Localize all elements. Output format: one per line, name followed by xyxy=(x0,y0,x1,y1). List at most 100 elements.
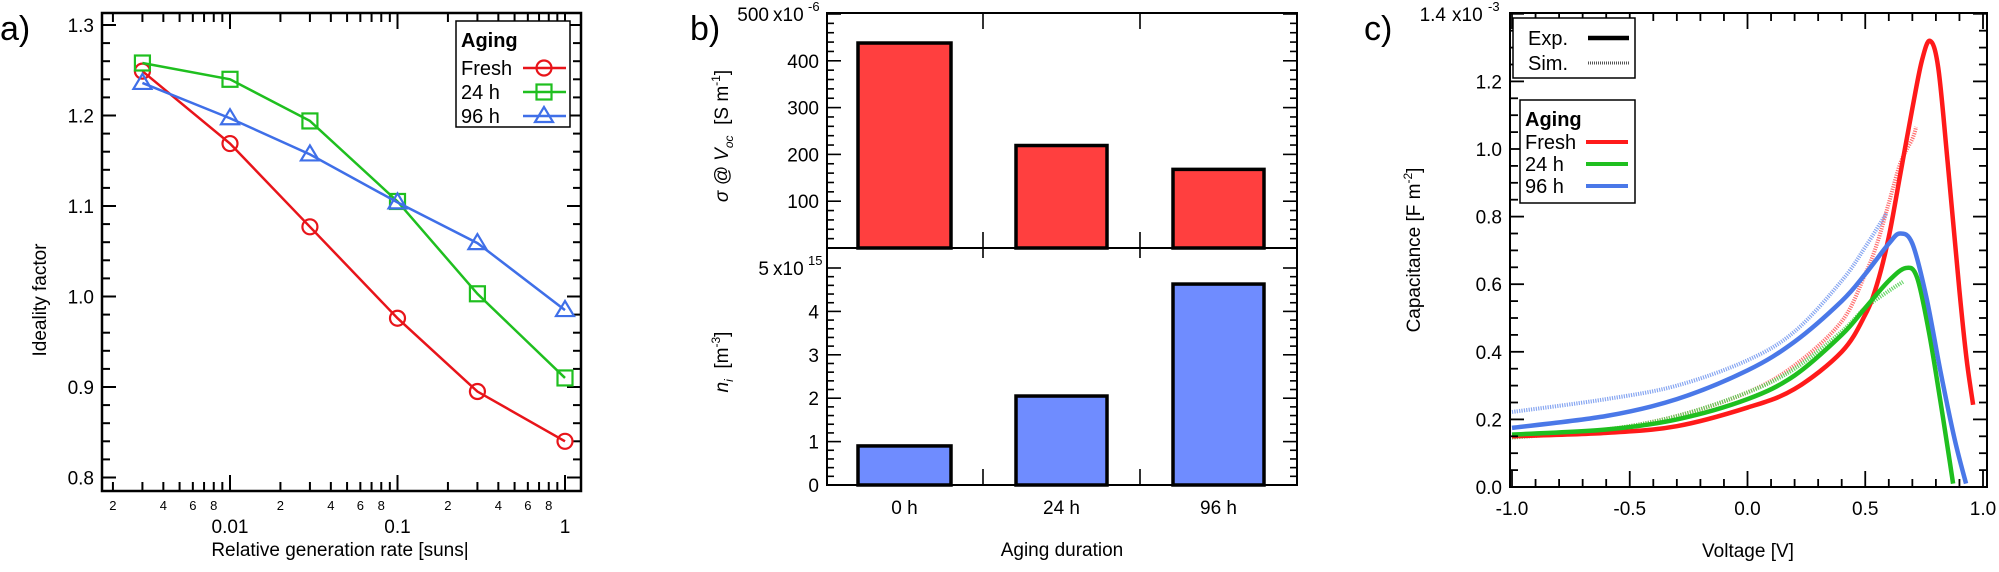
x-minor-tick-label: 2 xyxy=(444,498,451,513)
panel-b-xlabel: Aging duration xyxy=(1001,540,1124,561)
y-tick-label: 0.9 xyxy=(68,378,94,399)
curve-96-h-exp xyxy=(1511,231,1969,485)
y-tick-label: 300 xyxy=(787,99,819,120)
x-minor-tick-label: 8 xyxy=(545,498,552,513)
circle-marker xyxy=(388,309,407,327)
square-marker xyxy=(133,54,152,72)
ylabel-part: [S m xyxy=(712,86,733,136)
curve-96-h-sim xyxy=(1511,212,1889,414)
y-tick-label: 3 xyxy=(808,346,819,367)
y-tick-label: 4 xyxy=(808,302,819,323)
x-tick-label: -1.0 xyxy=(1496,499,1529,520)
bar-conductivity-96h xyxy=(1171,167,1266,250)
y-tick-label: 0.8 xyxy=(68,469,94,490)
triangle-marker xyxy=(131,71,154,91)
y-exponent-power: -6 xyxy=(808,0,820,14)
ylabel-text: Capacitance [F m xyxy=(1404,184,1425,333)
y-tick-label: 0.4 xyxy=(1476,343,1503,364)
panel-a-xlabel: Relative generation rate [suns| xyxy=(211,540,468,561)
x-tick-label: 1.0 xyxy=(1970,499,1996,520)
legend-label: Sim. xyxy=(1528,53,1568,75)
x-tick-label: 96 h xyxy=(1200,498,1237,519)
panel-c-style-legend: Exp. Sim. xyxy=(1512,17,1636,79)
square-marker xyxy=(556,369,574,387)
x-minor-tick-label: 6 xyxy=(357,498,364,513)
y-tick-label: 1.1 xyxy=(68,197,94,218)
y-exponent-label: x10 xyxy=(1452,5,1483,26)
bar-conductivity-24h xyxy=(1014,143,1109,250)
ylabel-sup: -2 xyxy=(1401,173,1415,184)
x-minor-tick-label: 2 xyxy=(277,498,284,513)
legend-label: 24 h xyxy=(1525,154,1564,176)
ylabel-part: n xyxy=(712,382,733,393)
x-tick-label: 0 h xyxy=(891,498,917,519)
curve-fresh-exp xyxy=(1511,38,1976,439)
legend-label: 96 h xyxy=(1525,176,1564,198)
panel-c-xlabel: Voltage [V] xyxy=(1702,541,1794,562)
ylabel-part: σ @ V xyxy=(712,146,733,202)
ylabel-part: ] xyxy=(712,70,733,75)
svg-text:Capacitance [F m-2]: Capacitance [F m-2] xyxy=(1401,168,1425,333)
circle-marker xyxy=(468,382,487,401)
series-line xyxy=(141,81,566,312)
circle-marker xyxy=(535,59,553,77)
x-minor-tick-label: 6 xyxy=(189,498,196,513)
triangle-marker xyxy=(554,298,576,318)
panel-c-ylabel: Capacitance [F m-2] xyxy=(1401,168,1425,333)
y-tick-label: 1.2 xyxy=(1476,72,1502,93)
y-tick-label: 0 xyxy=(808,476,819,497)
legend-label: 24 h xyxy=(461,82,500,104)
series-96-h xyxy=(131,71,576,318)
y-tick-label: 100 xyxy=(787,192,819,213)
y-exponent-label: x10 xyxy=(773,5,804,26)
y-tick-label: 400 xyxy=(787,52,819,73)
x-tick-label: 0.01 xyxy=(212,517,249,538)
triangle-marker xyxy=(533,104,555,124)
y-exponent-power: 15 xyxy=(808,253,822,268)
x-tick-label: 1 xyxy=(560,517,571,538)
ylabel-part: -1 xyxy=(709,75,723,86)
y-exponent-power: -3 xyxy=(1488,0,1500,14)
triangle-marker xyxy=(219,107,241,126)
svg-text:σ @ Voc [S m-1]: σ @ Voc [S m-1] xyxy=(709,70,736,202)
ylabel-part: i xyxy=(722,379,736,382)
x-minor-tick-label: 8 xyxy=(378,498,385,513)
y-tick-label: 1.3 xyxy=(68,16,94,37)
panel-a-frame xyxy=(100,11,583,493)
legend-label: Exp. xyxy=(1528,28,1568,50)
circle-marker xyxy=(301,218,319,236)
y-tick-label: 1 xyxy=(808,433,819,454)
panel-a: a) 0.80.91.01.11.21.32 4 6 8 2 4 6 8 2 4 6 80.01 0.1… xyxy=(0,10,583,561)
x-tick-label: 24 h xyxy=(1043,498,1080,519)
x-minor-tick-label: 2 xyxy=(109,498,116,513)
y-tick-label: 1.0 xyxy=(1476,140,1502,161)
x-minor-tick-label: 6 xyxy=(524,498,531,513)
y-tick-label: 500 xyxy=(737,5,769,26)
ylabel-part: [m xyxy=(712,348,733,380)
panel-b-label: b) xyxy=(690,10,720,48)
x-tick-label: -0.5 xyxy=(1613,499,1646,520)
series-line xyxy=(141,70,566,443)
panel-b-lower-ylabel: ni [m-3] xyxy=(709,332,736,393)
legend-label: Fresh xyxy=(461,58,512,80)
x-minor-tick-label: 8 xyxy=(210,498,217,513)
x-tick-label: 0.0 xyxy=(1734,499,1760,520)
y-tick-label: 0.8 xyxy=(1476,208,1502,229)
curve-24-h-exp xyxy=(1511,265,1956,484)
square-marker xyxy=(468,285,487,303)
x-minor-tick-label: 4 xyxy=(495,498,502,513)
bar-conductivity-0h xyxy=(856,41,953,250)
square-marker xyxy=(535,83,553,101)
circle-marker xyxy=(556,432,574,450)
panel-b-upper-ylabel: σ @ Voc [S m-1] xyxy=(709,70,736,202)
bar-ion-density-24h xyxy=(1014,394,1109,487)
panel-c: c) 0.0 0.2 0.4 0.6 0.8 1.0 1.2 1.4 x10 -3 -1.0 -0.5… xyxy=(1364,0,1996,562)
bar-ion-density-0h xyxy=(856,444,953,487)
ylabel-end: ] xyxy=(1404,168,1425,173)
square-marker xyxy=(301,112,319,130)
y-tick-label: 5 xyxy=(758,259,769,280)
y-tick-label: 1.0 xyxy=(68,288,94,309)
x-minor-tick-label: 4 xyxy=(327,498,334,513)
